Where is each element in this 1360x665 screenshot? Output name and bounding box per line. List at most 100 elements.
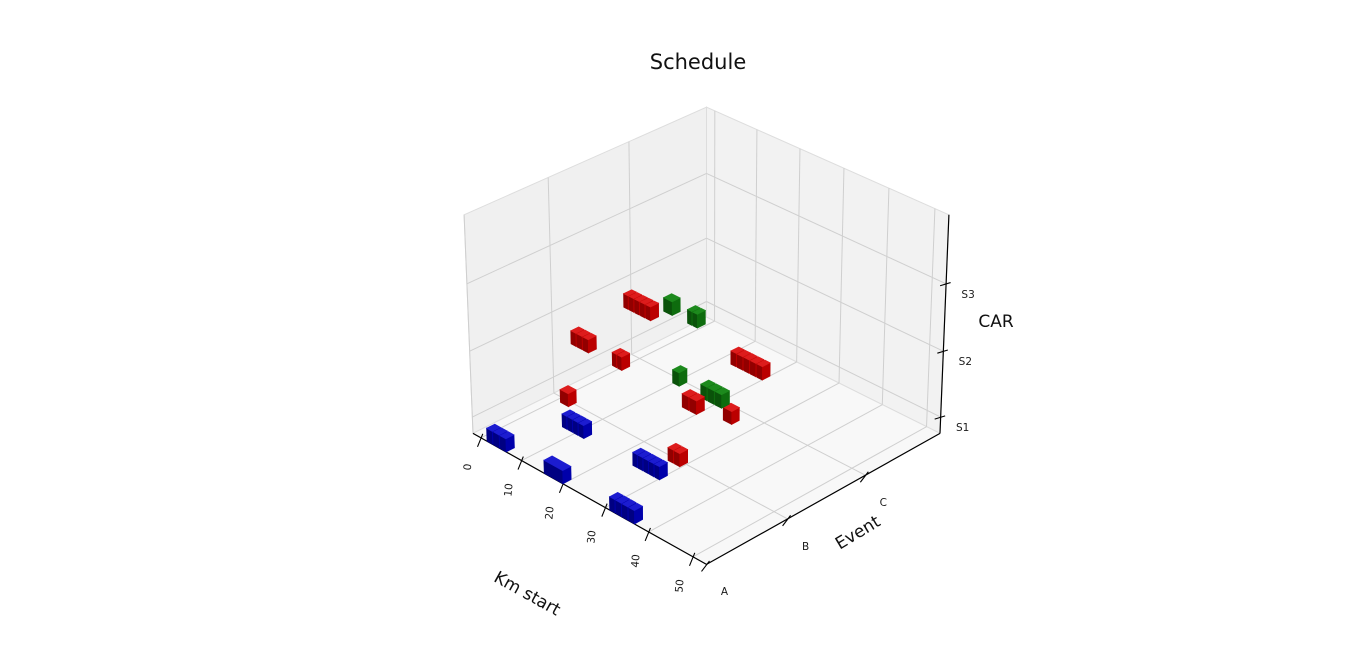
grid-x-wall	[796, 148, 801, 363]
bar-top-face	[566, 412, 581, 420]
grid-z-right	[706, 237, 944, 352]
chart-title: Schedule	[649, 50, 747, 74]
x-tick-mark	[476, 433, 484, 448]
grid-x-floor	[480, 320, 715, 439]
bar-top-face	[559, 385, 577, 395]
bar-top-face	[681, 389, 698, 398]
z-tick-label: S2	[958, 356, 973, 369]
grid-z-left	[472, 301, 707, 418]
bar-top-face	[632, 447, 646, 456]
grid-y-wall	[628, 141, 633, 355]
bar-top-face	[628, 502, 644, 511]
y-tick-label: C	[879, 497, 888, 510]
bar-top-face	[743, 353, 758, 361]
grid-x-floor	[648, 404, 883, 533]
bar-top-face	[700, 379, 716, 388]
grid-x-wall	[838, 168, 845, 384]
bar-top-face	[499, 431, 515, 440]
x-tick-mark	[517, 456, 524, 470]
bar-front-face	[617, 354, 623, 371]
bar-top-face	[662, 293, 681, 303]
grid-x-floor	[521, 340, 756, 462]
bar-top-face	[543, 455, 572, 471]
z-tick-label: S1	[955, 422, 970, 435]
bar-top-face	[673, 446, 689, 455]
bar-top-face	[485, 423, 502, 432]
bar-front-face	[611, 351, 617, 369]
grid-x-wall	[881, 188, 890, 405]
grid-y-wall	[547, 177, 555, 394]
bar-top-face	[633, 294, 648, 302]
bar-top-face	[667, 442, 682, 451]
x-tick-mark	[644, 527, 651, 542]
bar-top-face	[654, 459, 669, 468]
bar-top-face	[648, 456, 663, 465]
bar-top-face	[686, 305, 701, 313]
bar-top-face	[616, 350, 631, 358]
grid-z-right	[706, 301, 941, 418]
bar-top-face	[671, 365, 688, 374]
x-tick-mark	[688, 552, 696, 567]
bar-top-face	[756, 359, 771, 368]
z-axis-label: CAR	[978, 312, 1014, 332]
x-tick-label: 30	[585, 529, 599, 544]
bar-top-face	[707, 383, 723, 392]
bar-top-face	[611, 347, 626, 355]
z-axis-spine	[939, 214, 950, 434]
bar-top-face	[615, 495, 631, 504]
bar-front-face	[628, 295, 635, 313]
z-tick-mark	[939, 282, 951, 287]
x-tick-label: 40	[629, 553, 643, 569]
bar-top-face	[622, 289, 637, 297]
y-axis-spine	[706, 432, 941, 565]
y-tick-label: A	[720, 586, 729, 599]
x-tick-label: 0	[461, 462, 475, 471]
bar-top-face	[621, 499, 637, 508]
bar-top-face	[561, 409, 576, 417]
z-tick-mark	[937, 349, 949, 354]
grid-z-right	[706, 172, 947, 285]
y-tick-mark	[859, 471, 869, 483]
bar-front-face	[634, 298, 640, 316]
x-tick-mark	[601, 503, 608, 517]
bar-top-face	[645, 300, 660, 308]
grid-y-wall	[463, 214, 474, 434]
x-axis-spine	[472, 432, 707, 565]
y-tick-mark	[782, 515, 792, 527]
bar-top-face	[608, 491, 624, 501]
grid-x-floor	[692, 426, 927, 558]
bar-top-face	[692, 307, 707, 315]
grid-x-floor	[562, 361, 797, 485]
grid-x-floor	[605, 382, 840, 509]
bar-top-face	[689, 393, 706, 402]
bar-top-face	[570, 326, 585, 334]
z-tick-label: S3	[961, 288, 975, 301]
bar-front-face	[623, 293, 629, 310]
bar-top-face	[714, 387, 731, 396]
grid-x-wall	[926, 208, 936, 427]
bar-top-face	[736, 349, 752, 358]
grid-z-left	[469, 237, 707, 352]
x-tick-label: 50	[673, 578, 687, 594]
x-tick-label: 10	[501, 482, 516, 497]
bar-top-face	[582, 332, 597, 341]
bar-front-face	[645, 304, 651, 322]
bar-top-face	[576, 329, 591, 337]
bar-top-face	[578, 418, 593, 426]
bar-top-face	[572, 415, 587, 423]
z-tick-mark	[934, 415, 946, 420]
bar-top-face	[749, 356, 765, 364]
bar-top-face	[643, 453, 657, 462]
bar-front-face	[692, 311, 698, 329]
bar-top-face	[628, 292, 643, 300]
bar-top-face	[637, 450, 652, 459]
bar-top-face	[492, 427, 508, 436]
grid-z-left	[466, 172, 707, 285]
y-tick-mark	[701, 560, 710, 572]
x-tick-label: 20	[543, 505, 557, 521]
grid-x-wall	[754, 129, 758, 342]
bar-front-face	[687, 309, 693, 326]
bar-top-face	[730, 346, 745, 354]
